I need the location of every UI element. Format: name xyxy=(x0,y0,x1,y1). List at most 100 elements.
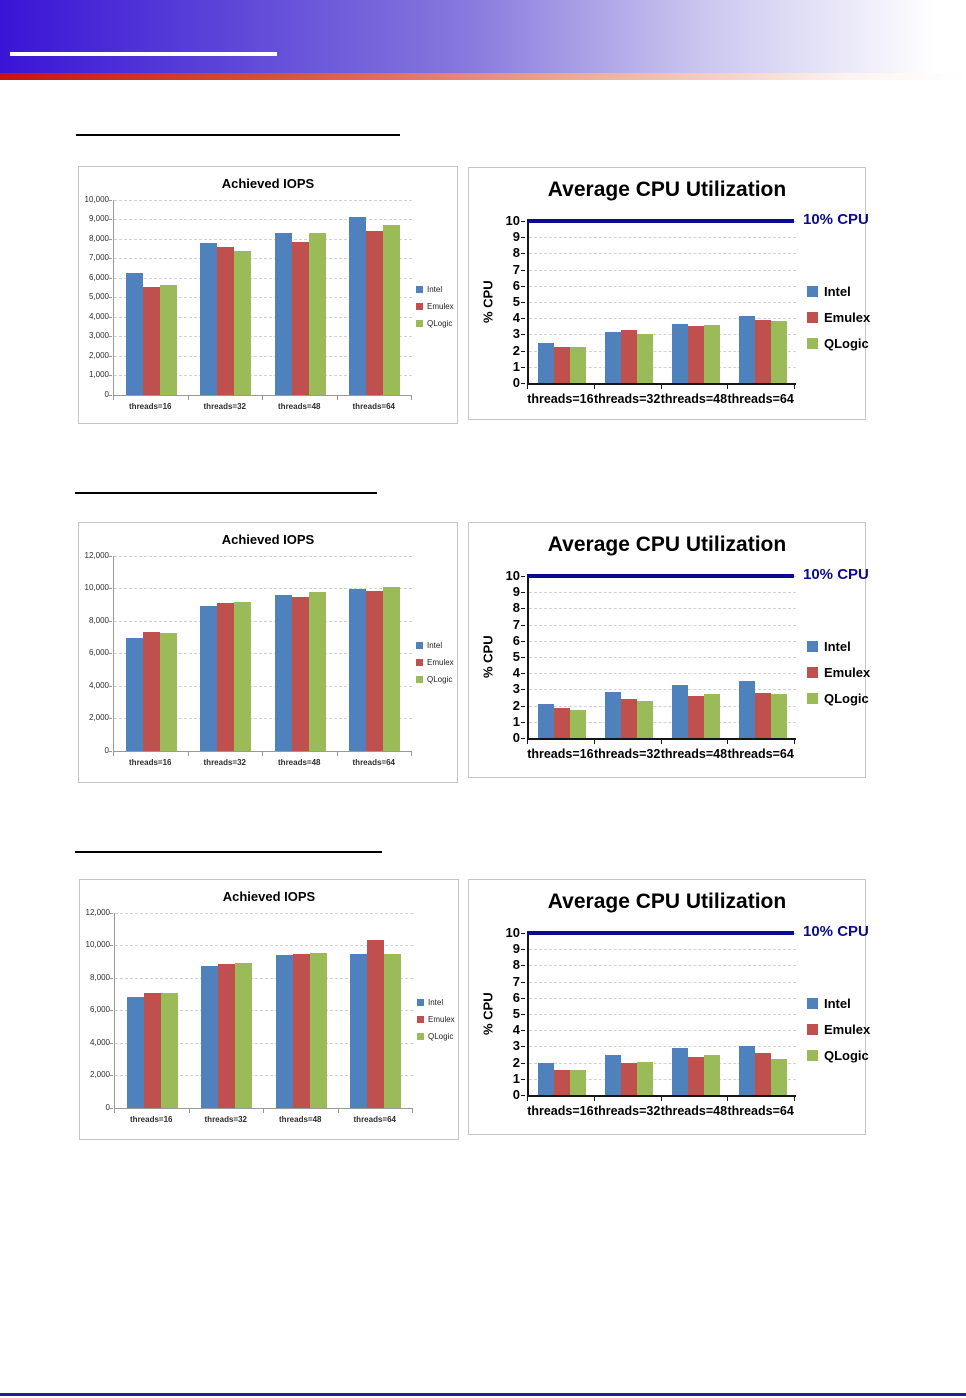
bar-emulex xyxy=(217,603,235,751)
bar-qlogic xyxy=(637,1061,654,1095)
legend-item: QLogic xyxy=(807,691,870,706)
gridline xyxy=(529,351,796,352)
header-red-stripe xyxy=(0,73,966,80)
y-tick-label: 0 xyxy=(512,730,520,745)
bar-group xyxy=(263,200,338,395)
bar-emulex xyxy=(621,1062,638,1095)
legend-label: QLogic xyxy=(824,691,869,706)
bar-intel xyxy=(738,681,755,738)
gridline xyxy=(529,982,796,983)
bar-qlogic xyxy=(703,694,720,738)
bar-group xyxy=(338,200,413,395)
y-tick xyxy=(521,608,525,609)
y-tick xyxy=(108,686,112,687)
y-tick-label: 5 xyxy=(512,294,520,309)
y-tick-label: 3 xyxy=(512,1038,520,1053)
x-tick-label: threads=64 xyxy=(727,747,794,761)
y-tick-label: 8,000 xyxy=(88,234,109,243)
y-tick-label: 8 xyxy=(512,600,520,615)
bar-group xyxy=(663,933,730,1095)
gridline xyxy=(115,945,413,946)
y-tick xyxy=(521,592,525,593)
y-axis-label: % CPU xyxy=(480,635,496,679)
x-tick xyxy=(661,385,662,389)
y-tick-label: 3 xyxy=(512,681,520,696)
x-tick xyxy=(113,396,114,400)
y-tick-label: 10 xyxy=(505,568,520,583)
bar-qlogic xyxy=(570,709,587,738)
gridline xyxy=(529,998,796,999)
legend-label: Intel xyxy=(427,641,443,650)
bar-intel xyxy=(125,273,143,395)
x-tick xyxy=(527,1097,528,1101)
plot-area xyxy=(527,221,796,385)
legend-swatch xyxy=(417,999,424,1006)
y-tick-label: 10 xyxy=(505,213,520,228)
bar-qlogic xyxy=(770,321,787,383)
x-tick xyxy=(262,396,263,400)
legend: Intel Emulex QLogic xyxy=(807,284,870,362)
bar-intel xyxy=(350,954,368,1108)
legend-item: Emulex xyxy=(416,658,454,667)
bar-emulex xyxy=(367,939,385,1108)
legend-label: QLogic xyxy=(427,675,453,684)
x-tick xyxy=(189,1109,190,1113)
gridline xyxy=(529,367,796,368)
gridline xyxy=(529,689,796,690)
gridline xyxy=(114,375,412,376)
bar-intel xyxy=(200,242,218,395)
bar-intel xyxy=(738,1046,755,1095)
bar-qlogic xyxy=(637,334,654,383)
gridline xyxy=(114,258,412,259)
bar-group xyxy=(529,221,596,383)
x-tick xyxy=(411,752,412,756)
y-tick xyxy=(108,278,112,279)
y-tick xyxy=(108,621,112,622)
bar-intel xyxy=(671,323,688,383)
legend-item: QLogic xyxy=(807,1048,870,1063)
bar-group xyxy=(529,933,596,1095)
gridline xyxy=(529,706,796,707)
bar-emulex xyxy=(754,693,771,738)
legend-swatch xyxy=(807,693,818,704)
gridline xyxy=(529,722,796,723)
legend-item: Intel xyxy=(807,996,870,1011)
bar-qlogic xyxy=(570,1069,587,1095)
legend-swatch xyxy=(807,998,818,1009)
y-tick xyxy=(109,945,113,946)
legend: Intel Emulex QLogic xyxy=(807,996,870,1074)
x-tick-label: threads=32 xyxy=(203,402,246,411)
bar-group xyxy=(729,933,796,1095)
y-tick-label: 2 xyxy=(512,343,520,358)
gridline xyxy=(529,253,796,254)
bar-intel xyxy=(275,955,293,1108)
y-tick-label: 3,000 xyxy=(88,331,109,340)
y-tick-label: 2 xyxy=(512,1055,520,1070)
y-tick xyxy=(108,356,112,357)
x-tick xyxy=(188,752,189,756)
legend-item: QLogic xyxy=(807,336,870,351)
gridline xyxy=(115,1010,413,1011)
bar-intel xyxy=(349,589,367,751)
bar-emulex xyxy=(142,286,160,395)
footer-rule xyxy=(0,1393,966,1396)
legend: Intel Emulex QLogic xyxy=(807,639,870,717)
legend-item: Intel xyxy=(416,641,454,650)
x-tick xyxy=(337,752,338,756)
y-tick xyxy=(521,1014,525,1015)
x-tick-label: threads=16 xyxy=(130,1115,173,1124)
bar-intel xyxy=(738,315,755,383)
y-tick-label: 0 xyxy=(512,1087,520,1102)
y-tick xyxy=(521,998,525,999)
legend-item: Emulex xyxy=(417,1015,455,1024)
y-tick-label: 8 xyxy=(512,957,520,972)
plot-area xyxy=(527,933,796,1097)
x-tick xyxy=(594,1097,595,1101)
legend-swatch xyxy=(416,286,423,293)
x-tick-label: threads=16 xyxy=(129,402,172,411)
bar-qlogic xyxy=(159,633,177,751)
bar-intel xyxy=(538,1063,555,1095)
x-tick-label: threads=48 xyxy=(278,402,321,411)
x-tick-label: threads=16 xyxy=(129,758,172,767)
gridline xyxy=(114,686,412,687)
